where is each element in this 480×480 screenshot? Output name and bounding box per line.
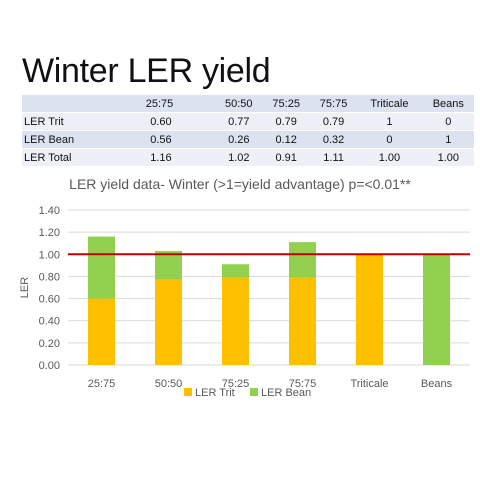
table-row-label: LER Trit [22,112,106,131]
table-row: LER Trit 0.60 0.77 0.79 0.79 1 0 [22,112,474,131]
y-tick-label: 1.00 [39,249,60,261]
legend-swatch [184,388,192,396]
bar-segment [356,254,383,365]
table-cell: 0.60 [105,112,215,131]
table-row-label: LER Total [22,148,106,167]
y-tick-label: 1.20 [39,227,60,239]
y-tick-label: 0.00 [39,360,60,372]
table-cell: 1.00 [356,148,421,167]
table-column-header: 50:50 [214,95,262,113]
table-column-header: Beans [420,95,474,113]
slide-title: Winter LER yield [22,52,271,90]
table-cell: 0.56 [105,130,215,149]
bar-segment [222,277,249,365]
table-cell: 0.91 [261,148,309,167]
y-tick-label: 0.60 [39,294,60,306]
table-cell: 0.26 [214,130,262,149]
x-tick-label: 25:75 [88,378,116,390]
table-cell: 0 [356,130,421,149]
chart-title: LER yield data- Winter (>1=yield advanta… [69,176,411,192]
x-tick-label: 75:75 [289,378,317,390]
bar-segment [289,242,316,278]
table-column-header: 75:75 [308,95,357,113]
table-corner-cell [22,95,106,113]
table-cell: 0.79 [308,112,357,131]
bar-segment [155,250,182,280]
table-cell: 1.11 [308,148,357,167]
bar-segment [88,298,115,365]
bar-segment [423,254,450,365]
table-cell: 1 [356,112,421,131]
table-cell: 0.32 [308,130,357,149]
y-tick-label: 0.40 [39,316,60,328]
legend-label: LER Trit [195,387,235,399]
y-tick-label: 0.20 [39,338,60,350]
table-cell: 1.02 [214,148,262,167]
table-column-header: Triticale [356,95,421,113]
x-tick-label: Triticale [350,378,388,390]
table-cell: 0.12 [261,130,309,149]
x-tick-label: 50:50 [155,378,183,390]
legend-swatch [250,388,258,396]
y-tick-label: 1.40 [39,205,60,217]
table-column-header: 75:25 [261,95,309,113]
table-row-label: LER Bean [22,130,106,149]
table-cell: 0 [420,112,474,131]
bar-segment [289,277,316,365]
bar-segment [88,236,115,299]
table-column-header: 25:75 [105,95,215,113]
table-cell: 1 [420,130,474,149]
table-cell: 1.16 [105,148,215,167]
table-cell: 0.77 [214,112,262,131]
x-tick-label: 75:25 [222,378,250,390]
table-header-row: 25:75 50:50 75:25 75:75 Triticale Beans [22,95,474,113]
bar-segment [222,264,249,278]
bar-segment [155,279,182,365]
table-cell: 0.79 [261,112,309,131]
table-row: LER Total 1.16 1.02 0.91 1.11 1.00 1.00 [22,148,474,167]
legend-label: LER Bean [261,387,311,399]
y-axis-label: LER [19,277,31,298]
table-cell: 1.00 [420,148,474,167]
x-tick-label: Beans [421,378,453,390]
ler-data-table: 25:75 50:50 75:25 75:75 Triticale Beans … [22,95,474,167]
y-tick-label: 0.80 [39,271,60,283]
table-row: LER Bean 0.56 0.26 0.12 0.32 0 1 [22,130,474,149]
